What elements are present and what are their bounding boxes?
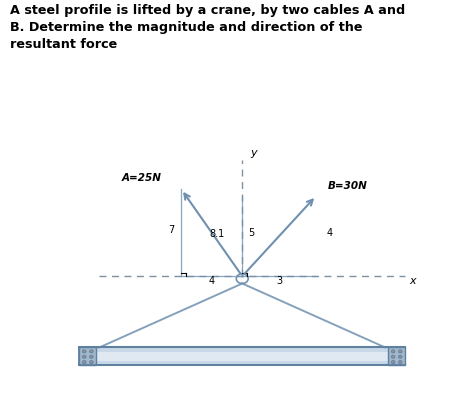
Circle shape: [391, 350, 395, 353]
Text: A=25N: A=25N: [122, 173, 162, 183]
Text: 3: 3: [276, 276, 282, 286]
Text: A steel profile is lifted by a crane, by two cables A and
B. Determine the magni: A steel profile is lifted by a crane, by…: [10, 4, 405, 51]
Text: 7: 7: [168, 225, 175, 235]
Circle shape: [90, 360, 93, 364]
Bar: [79, 347, 405, 365]
Circle shape: [399, 350, 402, 353]
Circle shape: [90, 355, 93, 358]
Circle shape: [391, 360, 395, 364]
Text: x: x: [409, 276, 416, 286]
Circle shape: [90, 350, 93, 353]
Bar: [79, 347, 96, 365]
Circle shape: [83, 350, 86, 353]
Circle shape: [83, 355, 86, 358]
Circle shape: [399, 355, 402, 358]
Circle shape: [399, 360, 402, 364]
Circle shape: [83, 360, 86, 364]
Bar: [388, 347, 405, 365]
Text: B=30N: B=30N: [328, 181, 368, 192]
Text: 5: 5: [248, 228, 255, 238]
Text: 4: 4: [326, 228, 332, 238]
Circle shape: [391, 355, 395, 358]
Text: 8.1: 8.1: [210, 229, 225, 239]
Bar: [81, 352, 403, 361]
Text: y: y: [250, 148, 257, 158]
Text: 4: 4: [209, 276, 215, 286]
